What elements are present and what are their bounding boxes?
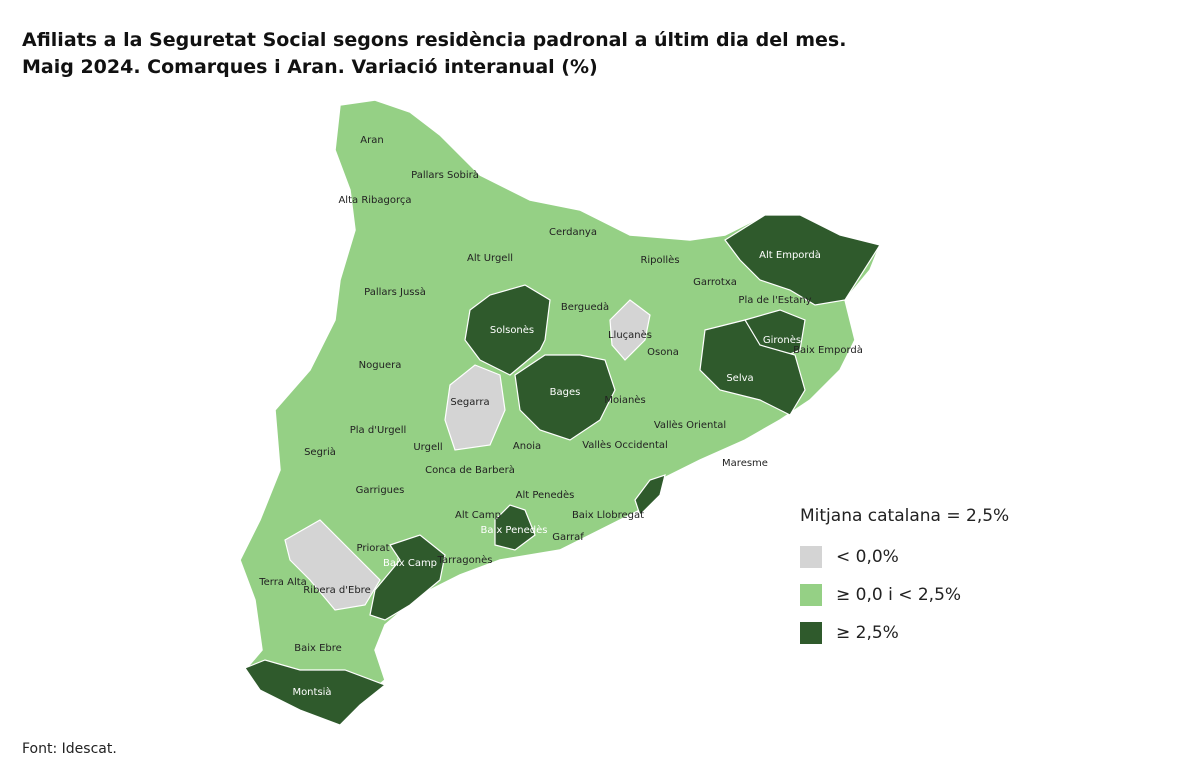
region-label: Selva — [726, 373, 753, 384]
region-label: Baix Llobregat — [572, 510, 644, 521]
title-line: Afiliats a la Seguretat Social segons re… — [22, 29, 846, 51]
region-label: Pla de l'Estany — [738, 295, 811, 306]
legend: < 0,0% ≥ 0,0 i < 2,5% ≥ 2,5% — [800, 546, 961, 644]
region-label: Berguedà — [561, 301, 609, 313]
title-line: Maig 2024. Comarques i Aran. Variació in… — [22, 56, 598, 78]
region — [369, 534, 446, 621]
region — [514, 354, 616, 441]
region-label: Garrigues — [356, 485, 405, 496]
region-label: Baix Ebre — [294, 643, 342, 654]
legend-swatch — [800, 622, 822, 644]
region-label: Baix Camp — [383, 558, 437, 569]
region-label: Maresme — [722, 458, 768, 469]
region-label: Garrotxa — [693, 277, 737, 288]
region — [494, 504, 536, 551]
region-label: Cerdanya — [549, 227, 597, 238]
region-label: Alt Camp — [455, 510, 501, 521]
region-label: Priorat — [356, 543, 389, 554]
region-label: Gironès — [763, 334, 801, 346]
region-label: Aran — [360, 135, 383, 146]
region-labels: Aran Pallars Sobirà Alta Ribagorça Cerdanya… — [258, 135, 863, 698]
region-label: Barcelonès — [662, 497, 717, 509]
region — [284, 519, 381, 611]
region-label: Alt Penedès — [516, 489, 575, 501]
region-label: Urgell — [413, 442, 442, 453]
region-label: Segarra — [450, 397, 489, 408]
region-label: Moianès — [604, 394, 645, 406]
region-label: Garraf — [552, 532, 584, 543]
region-label: Vallès Oriental — [654, 419, 726, 431]
region-label: Tarragonès — [437, 554, 493, 566]
region-label: Ribera d'Ebre — [303, 585, 370, 596]
legend-swatch — [800, 584, 822, 606]
region-label: Osona — [647, 347, 679, 358]
region — [244, 659, 387, 726]
region — [444, 364, 506, 451]
regions — [244, 214, 881, 726]
region-label: Alta Ribagorça — [338, 195, 411, 206]
region-label: Alt Urgell — [467, 253, 513, 264]
region-label: Conca de Barberà — [425, 464, 515, 476]
region-label: Segrià — [304, 446, 336, 458]
region-label: Ripollès — [640, 254, 679, 266]
region-label: Pallars Sobirà — [411, 169, 479, 181]
legend-label: < 0,0% — [836, 547, 899, 567]
region — [699, 319, 806, 416]
region-label: Bages — [550, 387, 581, 398]
region-label: Lluçanès — [608, 329, 652, 341]
region — [634, 474, 666, 517]
region-label: Alt Empordà — [759, 249, 821, 261]
region-label: Baix Penedès — [481, 524, 548, 536]
source: Font: Idescat. — [22, 741, 117, 757]
region-label: Baix Empordà — [793, 344, 863, 356]
region-label: Noguera — [359, 360, 402, 371]
region-label: Montsià — [292, 686, 331, 698]
region — [609, 299, 651, 361]
region-label: Anoia — [513, 441, 541, 452]
region-label: Vallès Occidental — [582, 439, 668, 451]
region-label: Pallars Jussà — [364, 286, 426, 298]
region-label: Pla d'Urgell — [350, 425, 407, 436]
region-label: Terra Alta — [258, 577, 307, 588]
region-label: Solsonès — [490, 324, 534, 336]
legend-label: ≥ 0,0 i < 2,5% — [836, 585, 961, 605]
region — [724, 214, 881, 306]
legend-swatch — [800, 546, 822, 568]
legend-title: Mitjana catalana = 2,5% — [800, 506, 1009, 526]
legend-label: ≥ 2,5% — [836, 623, 899, 643]
region — [464, 284, 551, 376]
